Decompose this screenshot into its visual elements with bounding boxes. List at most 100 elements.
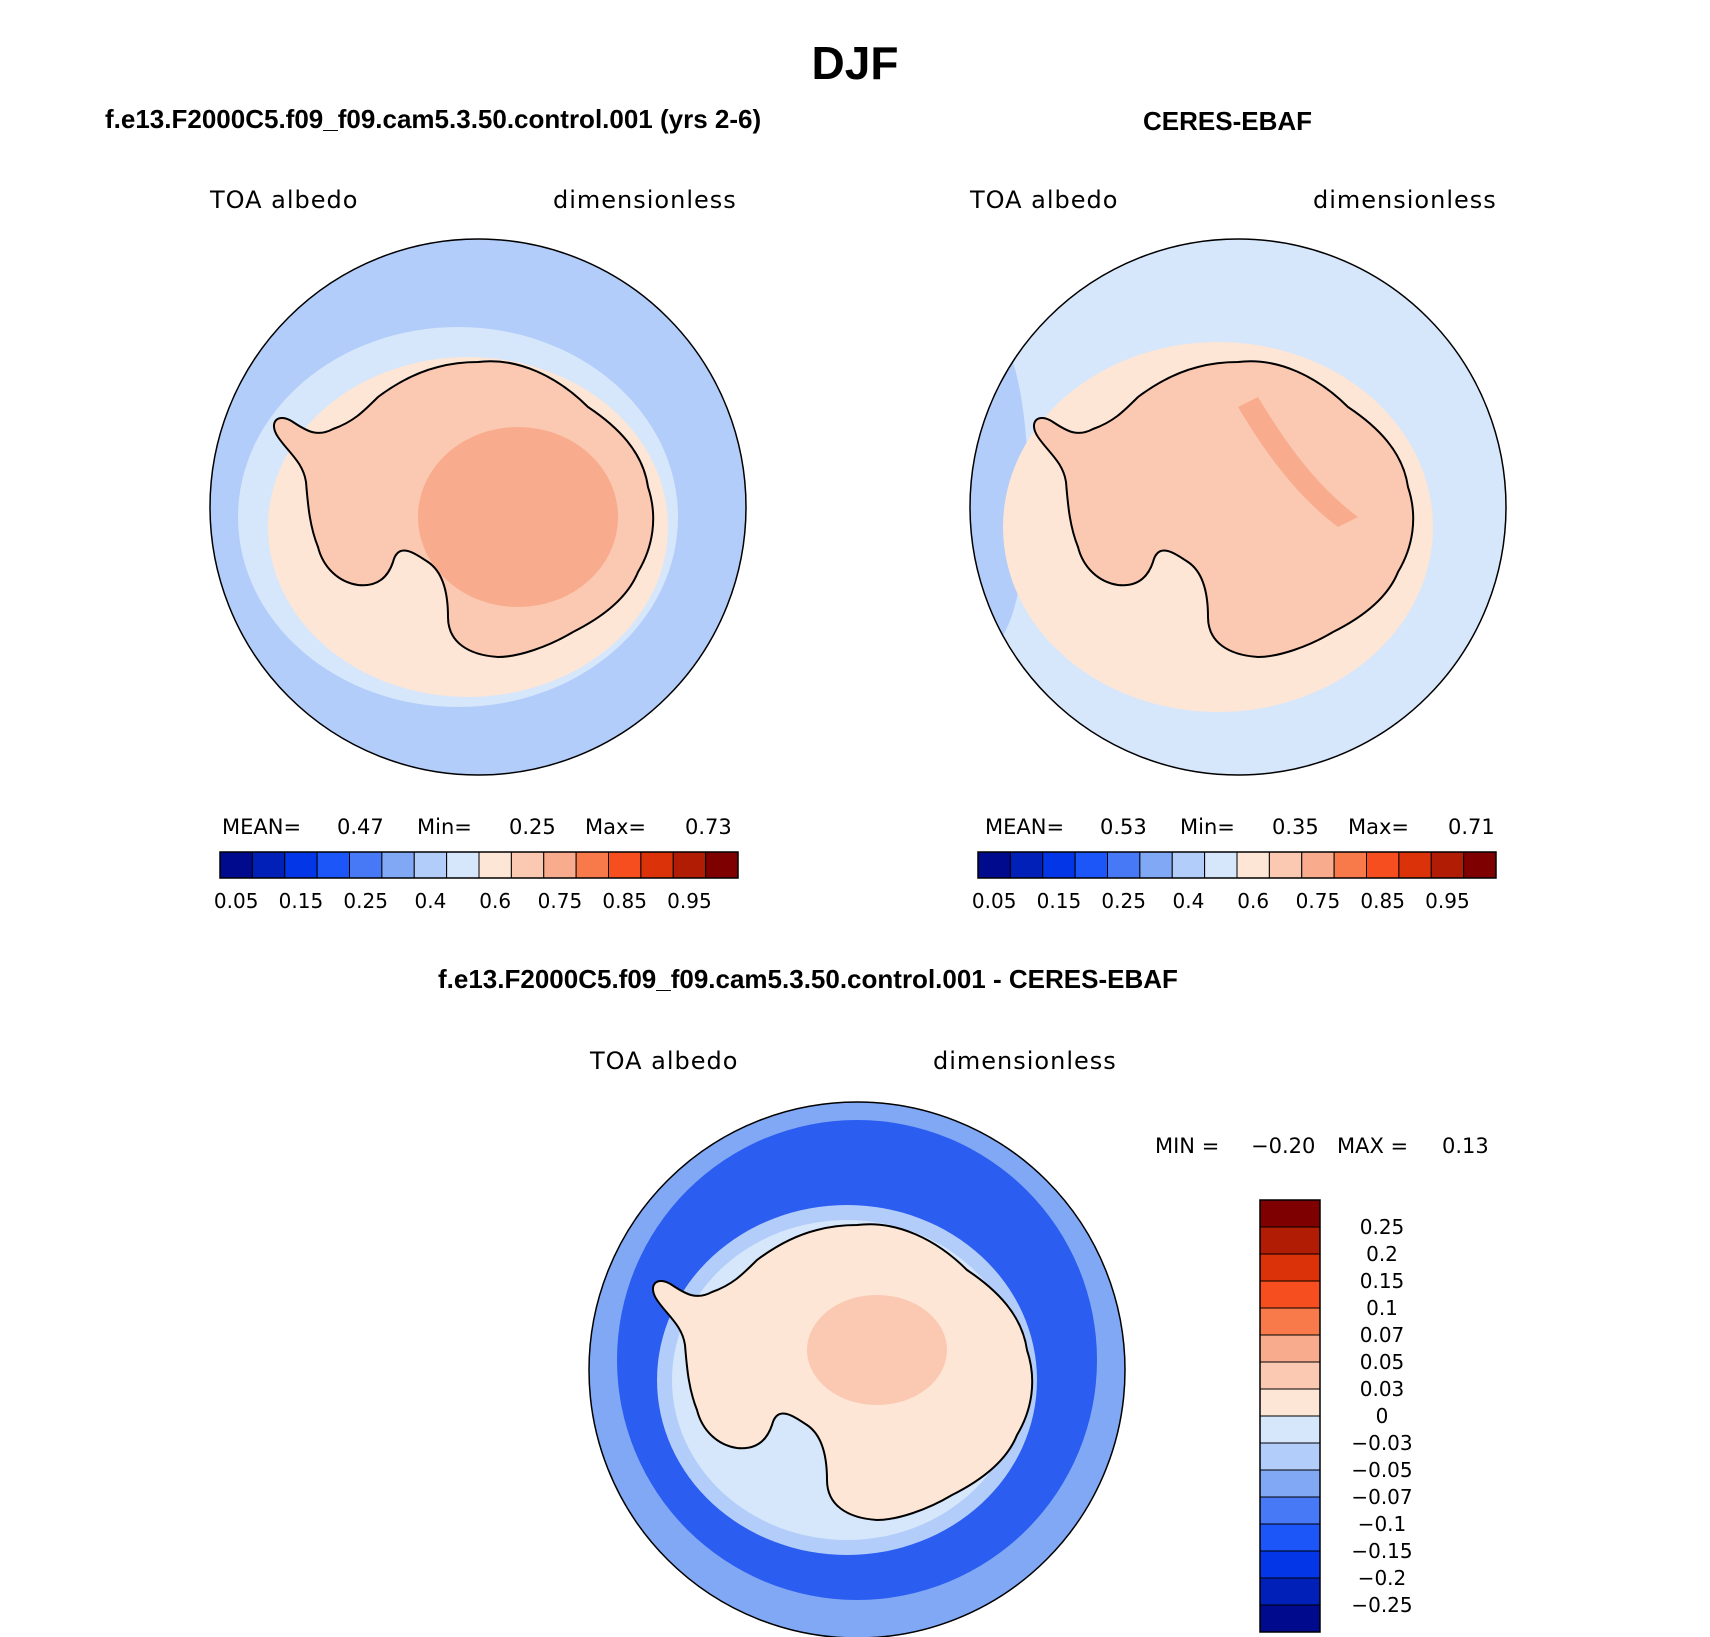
panel-1-colorbar-tick-label: 0.75: [538, 889, 583, 913]
panel-2-min-label: Min=: [1180, 815, 1235, 839]
panel-2-colorbar-tick-label: 0.25: [1101, 889, 1146, 913]
difference-colorbar-tick-label: 0: [1376, 1404, 1389, 1428]
panel-1-max-value: 0.73: [685, 815, 732, 839]
panel-1-colorbar-tick-label: 0.6: [479, 889, 511, 913]
panel-1-min-value: 0.25: [509, 815, 556, 839]
difference-min-label: MIN =: [1155, 1134, 1220, 1158]
panel-1-colorbar-tick-label: 0.95: [667, 889, 712, 913]
panel-2-colorbar-tick-label: 0.4: [1173, 889, 1205, 913]
panel-1-mean-label: MEAN=: [222, 815, 302, 839]
difference-colorbar-tick-label: −0.2: [1358, 1566, 1407, 1590]
difference-colorbar-swatch: [1259, 1415, 1321, 1444]
panel-1-colorbar-swatch: [349, 851, 383, 879]
panel-1-colorbar-tick-label: 0.25: [343, 889, 388, 913]
panel-2-title: CERES-EBAF: [1143, 106, 1313, 136]
panel-2-variable-label: TOA albedo: [970, 186, 1119, 214]
panel-1-colorbar-swatch: [446, 851, 480, 879]
difference-colorbar-swatch: [1259, 1469, 1321, 1498]
difference-colorbar-swatch: [1259, 1388, 1321, 1417]
panel-2-max-label: Max=: [1348, 815, 1410, 839]
difference-units-label: dimensionless: [933, 1047, 1117, 1075]
panel-2-max-value: 0.71: [1448, 815, 1495, 839]
panel-2-colorbar-swatch: [1398, 851, 1432, 879]
panel-1-colorbar-swatch: [478, 851, 512, 879]
panel-1-colorbar-swatch: [284, 851, 318, 879]
panel-2-colorbar: 0.05 0.15 0.25 0.4 0.6 0.75 0.85 0.95: [972, 851, 1497, 913]
panel-1-colorbar-swatch: [608, 851, 642, 879]
difference-max-label: MAX =: [1337, 1134, 1409, 1158]
difference-colorbar-tick-label: 0.15: [1360, 1269, 1405, 1293]
difference-colorbar-tick-label: −0.15: [1351, 1539, 1412, 1563]
panel-2-colorbar-tick-label: 0.75: [1296, 889, 1341, 913]
panel-2-colorbar-tick-label: 0.85: [1360, 889, 1405, 913]
panel-2-colorbar-tick-label: 0.6: [1237, 889, 1269, 913]
panel-1-colorbar-tick-label: 0.4: [415, 889, 447, 913]
panel-1-colorbar-swatch: [510, 851, 545, 879]
difference-colorbar: −0.25 −0.2 −0.15 −0.1 −0.07 −0.05 −0.03 0 0.03 0.…: [1259, 1199, 1413, 1633]
panel-1-colorbar-swatch: [251, 851, 286, 879]
panel-2-plateau: [1238, 397, 1358, 527]
panel-2-colorbar-tick-label: 0.95: [1425, 889, 1470, 913]
difference-max-value: 0.13: [1442, 1134, 1489, 1158]
panel-1-units-label: dimensionless: [553, 186, 737, 214]
panel-2-colorbar-swatch: [1107, 851, 1141, 879]
panel-1-colorbar-swatch: [705, 851, 739, 879]
panel-2-colorbar-swatch: [1009, 851, 1044, 879]
panel-1-stats: MEAN= 0.47 Min= 0.25 Max= 0.73: [222, 815, 732, 839]
difference-colorbar-tick-label: −0.07: [1351, 1485, 1412, 1509]
panel-2-colorbar-swatch: [977, 851, 1011, 879]
panel-2-colorbar-tick-label: 0.15: [1037, 889, 1082, 913]
panel-2-units-label: dimensionless: [1313, 186, 1497, 214]
panel-2-near-ocean: [970, 327, 1028, 647]
difference-colorbar-swatch: [1259, 1361, 1321, 1390]
difference-colorbar-frame: [1259, 1199, 1321, 1633]
panel-1-colorbar-swatch: [543, 851, 577, 879]
panel-1-plateau: [418, 427, 618, 607]
difference-title: f.e13.F2000C5.f09_f09.cam5.3.50.control.…: [438, 964, 1178, 994]
panel-1-colorbar-tick-label: 0.85: [602, 889, 647, 913]
panel-2-colorbar-swatch: [1171, 851, 1206, 879]
difference-colorbar-tick-label: −0.1: [1358, 1512, 1407, 1536]
panel-1-colorbar-tick-label: 0.05: [214, 889, 259, 913]
panel-2-colorbar-swatch: [1463, 851, 1497, 879]
panel-2-colorbar-swatch: [1074, 851, 1108, 879]
panel-1-colorbar-swatch: [413, 851, 448, 879]
panel-2-mean-label: MEAN=: [985, 815, 1065, 839]
panel-1-min-label: Min=: [417, 815, 472, 839]
difference-colorbar-tick-label: 0.03: [1360, 1377, 1405, 1401]
difference-colorbar-tick-label: 0.25: [1360, 1215, 1405, 1239]
panel-1-colorbar-tick-label: 0.15: [279, 889, 324, 913]
difference-colorbar-swatch: [1259, 1442, 1321, 1471]
difference-colorbar-tick-label: 0.1: [1366, 1296, 1398, 1320]
difference-map-border: [588, 1101, 1126, 1637]
panel-1-map-border: [209, 238, 747, 776]
panel-1-variable-label: TOA albedo: [210, 186, 359, 214]
panel-2-colorbar-swatch: [1333, 851, 1367, 879]
panel-2-colorbar-swatch: [1139, 851, 1173, 879]
difference-colorbar-tick-label: 0.07: [1360, 1323, 1405, 1347]
panel-2-colorbar-swatch: [1236, 851, 1270, 879]
panel-2-colorbar-frame: [977, 851, 1497, 879]
panel-2-colorbar-swatch: [1430, 851, 1465, 879]
difference-plateau: [807, 1295, 947, 1405]
panel-2-colorbar-swatch: [1268, 851, 1303, 879]
panel-1-colorbar-swatch: [575, 851, 609, 879]
difference-colorbar-swatch: [1259, 1550, 1321, 1579]
panel-1-max-label: Max=: [585, 815, 647, 839]
difference-colorbar-tick-label: −0.03: [1351, 1431, 1412, 1455]
panel-1-colorbar-swatch: [640, 851, 674, 879]
panel-1-mean-value: 0.47: [337, 815, 384, 839]
difference-colorbar-swatch: [1259, 1307, 1321, 1336]
panel-1-colorbar-swatch: [381, 851, 415, 879]
panel-2-mean-value: 0.53: [1100, 815, 1147, 839]
difference-colorbar-swatch: [1259, 1199, 1321, 1228]
panel-1-colorbar: 0.05 0.15 0.25 0.4 0.6 0.75 0.85 0.95: [214, 851, 739, 913]
panel-2-stats: MEAN= 0.53 Min= 0.35 Max= 0.71: [985, 815, 1495, 839]
difference-colorbar-swatch: [1259, 1280, 1321, 1309]
difference-colorbar-tick-label: −0.05: [1351, 1458, 1412, 1482]
difference-colorbar-swatch: [1259, 1334, 1321, 1363]
panel-2-map: [969, 238, 1507, 776]
difference-colorbar-swatch: [1259, 1577, 1321, 1606]
difference-stats: MIN = −0.20 MAX = 0.13: [1155, 1134, 1489, 1158]
